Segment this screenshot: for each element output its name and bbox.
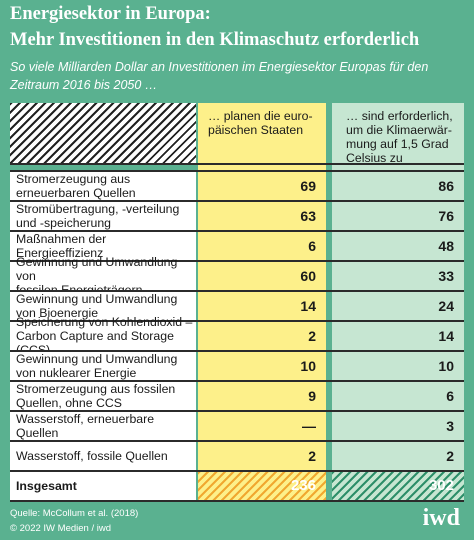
column-header-line: … sind erforderlich,	[346, 109, 453, 123]
total-label: Insgesamt	[10, 471, 196, 500]
value-cell: 10	[198, 351, 326, 380]
separator	[10, 410, 464, 412]
column-header: … planen die euro-päischen Staaten	[198, 103, 326, 163]
separator	[10, 440, 464, 442]
value-cell: 2	[332, 441, 464, 470]
row-label-line: von nuklearer Energie	[16, 365, 137, 380]
value-cell: 63	[198, 201, 326, 230]
value-cell: —	[198, 411, 326, 440]
value-cell: 9	[198, 381, 326, 410]
row-label-line: Maßnahmen der Energieeffizienz	[16, 231, 107, 260]
row-label-line: Quellen, ohne CCS	[16, 395, 122, 410]
row-label-line: Wasserstoff, fossile Quellen	[16, 448, 168, 463]
separator	[10, 290, 464, 292]
subtitle-line: So viele Milliarden Dollar an Investitio…	[10, 60, 429, 74]
column-header-line: mung auf 1,5 Grad	[346, 137, 449, 151]
row-label-line: Wasserstoff, erneuerbare Quellen	[16, 411, 155, 440]
title-line: Mehr Investitionen in den Klimaschutz er…	[10, 30, 420, 50]
title-line: Energiesektor in Europa:	[10, 4, 211, 24]
separator	[10, 163, 464, 165]
row-label-line: Speicherung von Kohlendioxid –	[16, 314, 193, 329]
copyright: © 2022 IW Medien / iwd	[10, 523, 111, 534]
separator	[10, 320, 464, 322]
separator	[10, 500, 464, 502]
row-label: Stromerzeugung aus erneuerbaren Quellen	[10, 171, 196, 200]
logo: iwd	[422, 505, 460, 531]
separator	[10, 260, 464, 262]
total-value: 302	[332, 471, 464, 500]
value-cell: 14	[198, 291, 326, 320]
value-cell: 6	[198, 231, 326, 260]
separator	[10, 230, 464, 232]
row-label: Stromübertragung, -verteilung und -speich…	[10, 201, 196, 230]
row-label-line: von Bioenergie	[16, 305, 99, 320]
column-gap	[332, 163, 464, 170]
row-label-line: Gewinnung und Umwandlung von	[16, 254, 178, 283]
row-label: Stromerzeugung aus fossilen Quellen, ohne…	[10, 381, 196, 410]
value-cell: 24	[332, 291, 464, 320]
row-label-line: erneuerbaren Quellen	[16, 185, 136, 200]
header-hatch	[10, 103, 196, 163]
row-label: Gewinnung und Umwandlung von nuklearer En…	[10, 351, 196, 380]
value-cell: 2	[198, 321, 326, 350]
row-label: Gewinnung und Umwandlung von Bioenergie	[10, 291, 196, 320]
value-cell: 60	[198, 261, 326, 290]
value-cell: 14	[332, 321, 464, 350]
value-cell: 69	[198, 171, 326, 200]
column-header-line: … planen die euro-	[208, 109, 313, 123]
row-label: Speicherung von Kohlendioxid – Carbon Cap…	[10, 315, 196, 357]
subtitle-line: Zeitraum 2016 bis 2050 …	[10, 78, 158, 92]
row-label-line: Stromübertragung, -verteilung	[16, 201, 180, 216]
separator	[10, 200, 464, 202]
value-cell: 6	[332, 381, 464, 410]
separator	[10, 170, 464, 172]
row-label: Wasserstoff, erneuerbare Quellen	[10, 411, 196, 440]
row-label-line: Stromerzeugung aus fossilen	[16, 381, 176, 396]
row-label: Maßnahmen der Energieeffizienz	[10, 231, 196, 260]
separator	[10, 380, 464, 382]
value-cell: 3	[332, 411, 464, 440]
row-label-line: Gewinnung und Umwandlung	[16, 291, 178, 306]
source: Quelle: McCollum et al. (2018)	[10, 508, 139, 519]
column-gap	[198, 163, 326, 170]
value-cell: 48	[332, 231, 464, 260]
separator	[10, 470, 464, 472]
separator	[10, 350, 464, 352]
column-header-line: päischen Staaten	[208, 123, 304, 137]
value-cell: 86	[332, 171, 464, 200]
total-value: 236	[198, 471, 326, 500]
value-cell: 2	[198, 441, 326, 470]
value-cell: 76	[332, 201, 464, 230]
column-header: … sind erforderlich, um die Klimaerwär-mu…	[332, 103, 464, 179]
column-header-line: um die Klimaerwär-	[346, 123, 452, 137]
value-cell: 33	[332, 261, 464, 290]
value-cell: 10	[332, 351, 464, 380]
row-label: Wasserstoff, fossile Quellen	[10, 441, 196, 470]
row-label: Gewinnung und Umwandlung vonfossilen Ene…	[10, 255, 196, 297]
row-label-line: Stromerzeugung aus	[16, 171, 131, 186]
row-label-line: und -speicherung	[16, 215, 112, 230]
row-label-line: Gewinnung und Umwandlung	[16, 351, 178, 366]
